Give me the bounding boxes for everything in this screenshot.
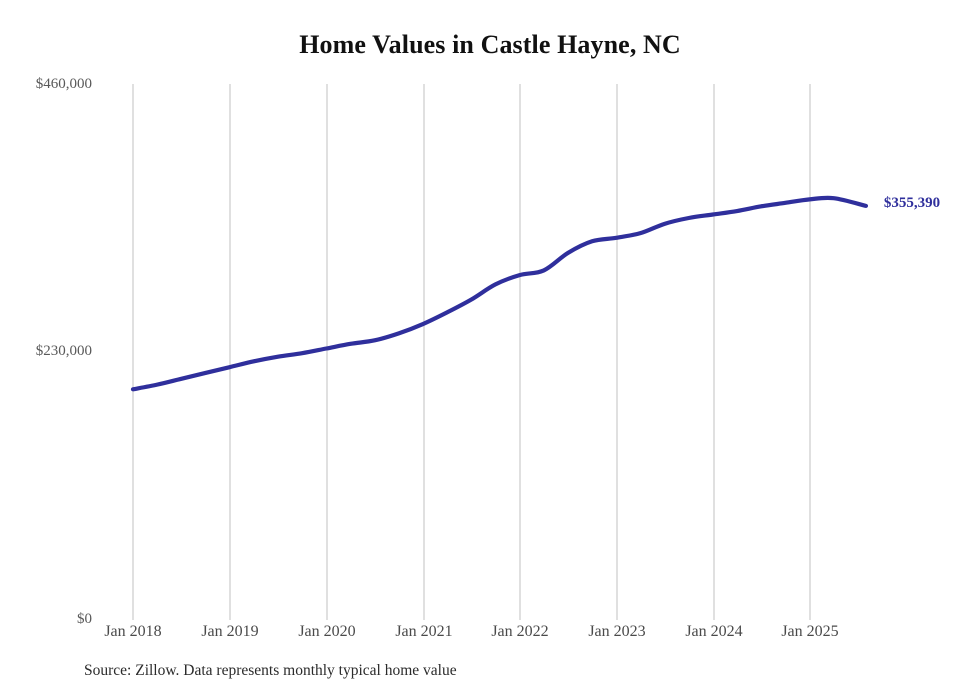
x-tick-label-jan-2025: Jan 2025 [781,623,839,640]
source-note: Source: Zillow. Data represents monthly … [84,662,457,679]
x-tick-label-jan-2024: Jan 2024 [685,623,743,640]
x-tick-label-jan-2020: Jan 2020 [298,623,356,640]
y-tick-label-460000: $460,000 [35,76,92,92]
gridlines-vertical [132,84,811,620]
x-tick-label-jan-2022: Jan 2022 [491,623,549,640]
x-tick-label-jan-2018: Jan 2018 [104,623,162,640]
y-tick-label-230000: $230,000 [35,343,92,359]
x-tick-label-jan-2021: Jan 2021 [395,623,453,640]
end-value-annotation: $355,390 [883,194,941,211]
x-tick-label-jan-2023: Jan 2023 [588,623,646,640]
y-tick-label-0: $0 [77,611,92,627]
data-series-line [130,195,869,392]
x-tick-label-jan-2019: Jan 2019 [201,623,259,640]
chart-title: Home Values in Castle Hayne, NC [299,30,681,59]
